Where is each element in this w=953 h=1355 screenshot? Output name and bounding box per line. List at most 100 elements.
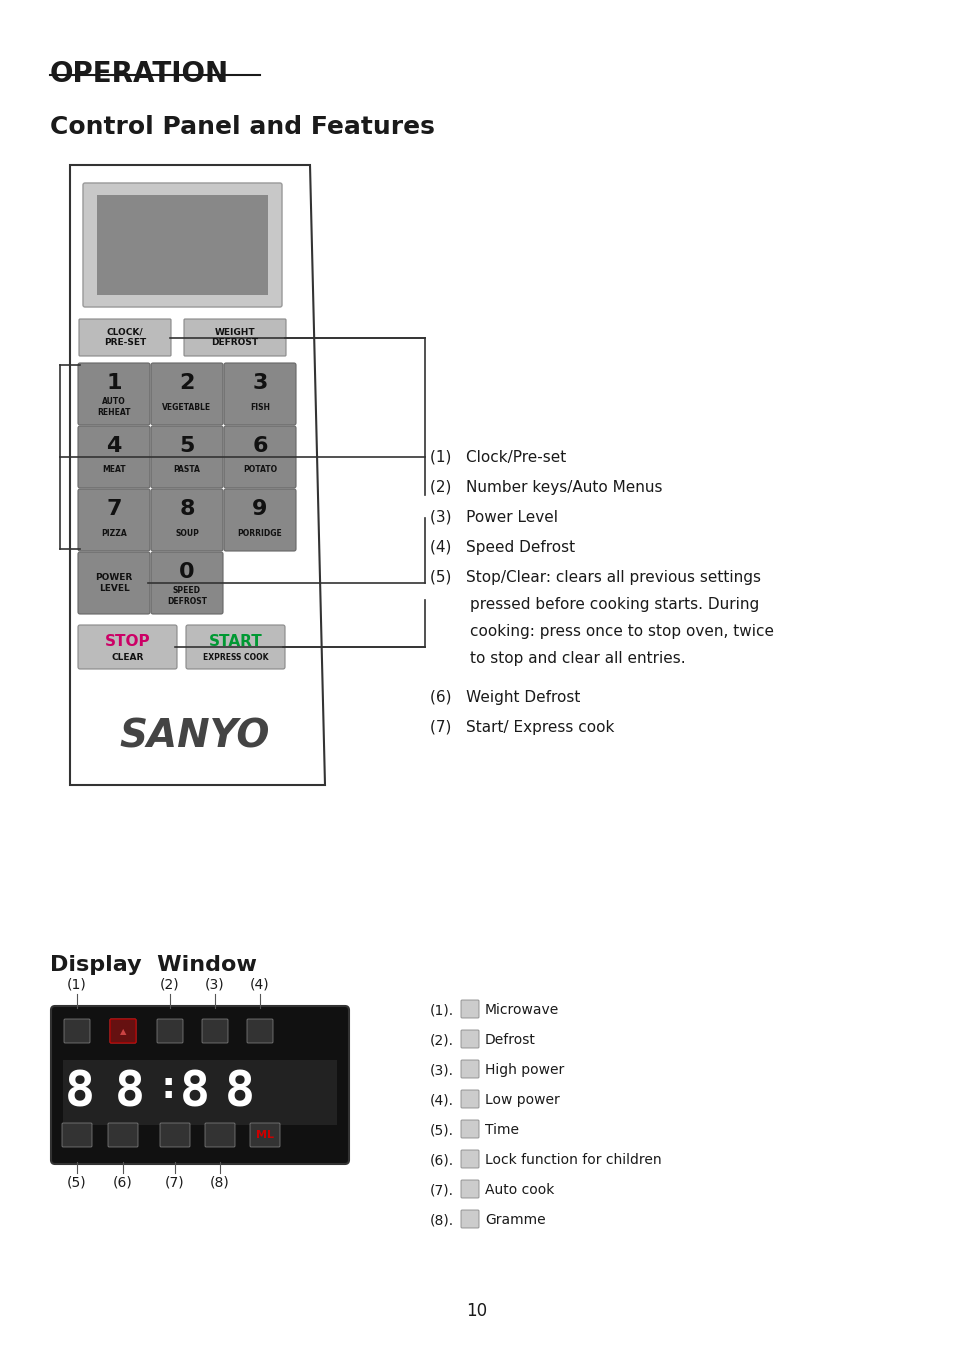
Text: VEGETABLE: VEGETABLE	[162, 402, 212, 412]
Text: :: :	[156, 1069, 179, 1107]
Text: 8: 8	[179, 499, 194, 519]
FancyBboxPatch shape	[460, 1210, 478, 1228]
Text: 10: 10	[466, 1302, 487, 1320]
Text: 3: 3	[252, 373, 268, 393]
Text: 8: 8	[114, 1069, 145, 1117]
Text: (5): (5)	[67, 1175, 87, 1188]
Text: (1)   Clock/Pre-set: (1) Clock/Pre-set	[430, 450, 566, 465]
Text: Time: Time	[484, 1123, 518, 1137]
Text: 8: 8	[225, 1069, 254, 1117]
Text: POWER
LEVEL: POWER LEVEL	[95, 573, 132, 592]
Text: 4: 4	[106, 436, 122, 457]
Text: 8: 8	[180, 1069, 210, 1117]
Text: SOUP: SOUP	[175, 528, 199, 538]
Text: (4).: (4).	[430, 1093, 454, 1107]
Text: WEIGHT
DEFROST: WEIGHT DEFROST	[212, 328, 258, 347]
Text: Defrost: Defrost	[484, 1033, 536, 1047]
Text: (6): (6)	[113, 1175, 132, 1188]
FancyBboxPatch shape	[83, 183, 282, 308]
FancyBboxPatch shape	[110, 1019, 136, 1043]
Text: (1).: (1).	[430, 1003, 454, 1018]
Text: AUTO
REHEAT: AUTO REHEAT	[97, 397, 131, 417]
Text: Low power: Low power	[484, 1093, 559, 1107]
FancyBboxPatch shape	[78, 489, 150, 551]
FancyBboxPatch shape	[186, 625, 285, 669]
Text: Control Panel and Features: Control Panel and Features	[50, 115, 435, 140]
FancyBboxPatch shape	[78, 551, 150, 614]
Text: CLOCK/
PRE-SET: CLOCK/ PRE-SET	[104, 328, 146, 347]
FancyBboxPatch shape	[460, 1030, 478, 1047]
Text: 6: 6	[252, 436, 268, 457]
Text: ML: ML	[255, 1130, 274, 1140]
FancyBboxPatch shape	[202, 1019, 228, 1043]
Text: START: START	[209, 634, 262, 649]
Text: 0: 0	[179, 562, 194, 583]
FancyBboxPatch shape	[78, 363, 150, 425]
Text: (6).: (6).	[430, 1153, 454, 1167]
Text: CLEAR: CLEAR	[112, 653, 144, 661]
Text: SPEED
DEFROST: SPEED DEFROST	[167, 587, 207, 606]
Text: (4): (4)	[250, 978, 270, 992]
Text: FISH: FISH	[250, 402, 270, 412]
Text: (4)   Speed Defrost: (4) Speed Defrost	[430, 541, 575, 556]
Text: (8).: (8).	[430, 1213, 454, 1228]
Text: Auto cook: Auto cook	[484, 1183, 554, 1196]
FancyBboxPatch shape	[157, 1019, 183, 1043]
Text: SANYO: SANYO	[120, 717, 270, 755]
Text: (8): (8)	[210, 1175, 230, 1188]
Text: (3): (3)	[205, 978, 225, 992]
Text: High power: High power	[484, 1064, 563, 1077]
FancyBboxPatch shape	[460, 1121, 478, 1138]
FancyBboxPatch shape	[151, 363, 223, 425]
Text: (3).: (3).	[430, 1064, 454, 1077]
FancyBboxPatch shape	[224, 425, 295, 488]
Text: STOP: STOP	[105, 634, 151, 649]
Text: EXPRESS COOK: EXPRESS COOK	[203, 653, 268, 661]
Text: Lock function for children: Lock function for children	[484, 1153, 661, 1167]
FancyBboxPatch shape	[151, 489, 223, 551]
FancyBboxPatch shape	[64, 1019, 90, 1043]
FancyBboxPatch shape	[78, 425, 150, 488]
Bar	[63, 1060, 336, 1125]
Text: pressed before cooking starts. During: pressed before cooking starts. During	[470, 598, 759, 612]
FancyBboxPatch shape	[205, 1123, 234, 1146]
Text: Display  Window: Display Window	[50, 955, 256, 976]
Text: 1: 1	[106, 373, 122, 393]
Text: Microwave: Microwave	[484, 1003, 558, 1018]
FancyBboxPatch shape	[250, 1123, 280, 1146]
FancyBboxPatch shape	[224, 363, 295, 425]
Text: 9: 9	[252, 499, 268, 519]
Text: (5).: (5).	[430, 1123, 454, 1137]
FancyBboxPatch shape	[247, 1019, 273, 1043]
FancyBboxPatch shape	[460, 1150, 478, 1168]
Text: 5: 5	[179, 436, 194, 457]
FancyBboxPatch shape	[460, 1180, 478, 1198]
FancyBboxPatch shape	[160, 1123, 190, 1146]
Text: PIZZA: PIZZA	[101, 528, 127, 538]
FancyBboxPatch shape	[184, 318, 286, 356]
Text: OPERATION: OPERATION	[50, 60, 229, 88]
FancyBboxPatch shape	[460, 1000, 478, 1018]
Text: (7)   Start/ Express cook: (7) Start/ Express cook	[430, 720, 614, 734]
FancyBboxPatch shape	[79, 318, 171, 356]
FancyBboxPatch shape	[151, 551, 223, 614]
Text: 8: 8	[65, 1069, 95, 1117]
Text: (1): (1)	[67, 978, 87, 992]
Text: cooking: press once to stop oven, twice: cooking: press once to stop oven, twice	[470, 625, 773, 640]
FancyBboxPatch shape	[62, 1123, 91, 1146]
Text: to stop and clear all entries.: to stop and clear all entries.	[470, 650, 685, 667]
Text: (2): (2)	[160, 978, 179, 992]
Text: POTATO: POTATO	[243, 466, 276, 474]
Text: (2).: (2).	[430, 1033, 454, 1047]
FancyBboxPatch shape	[460, 1060, 478, 1079]
Text: (6)   Weight Defrost: (6) Weight Defrost	[430, 690, 579, 705]
FancyBboxPatch shape	[51, 1005, 349, 1164]
Text: PORRIDGE: PORRIDGE	[237, 528, 282, 538]
FancyBboxPatch shape	[151, 425, 223, 488]
Text: (2)   Number keys/Auto Menus: (2) Number keys/Auto Menus	[430, 480, 661, 495]
FancyBboxPatch shape	[110, 1019, 136, 1043]
FancyBboxPatch shape	[460, 1089, 478, 1108]
Text: PASTA: PASTA	[173, 466, 200, 474]
FancyBboxPatch shape	[108, 1123, 138, 1146]
Text: (7).: (7).	[430, 1183, 454, 1196]
